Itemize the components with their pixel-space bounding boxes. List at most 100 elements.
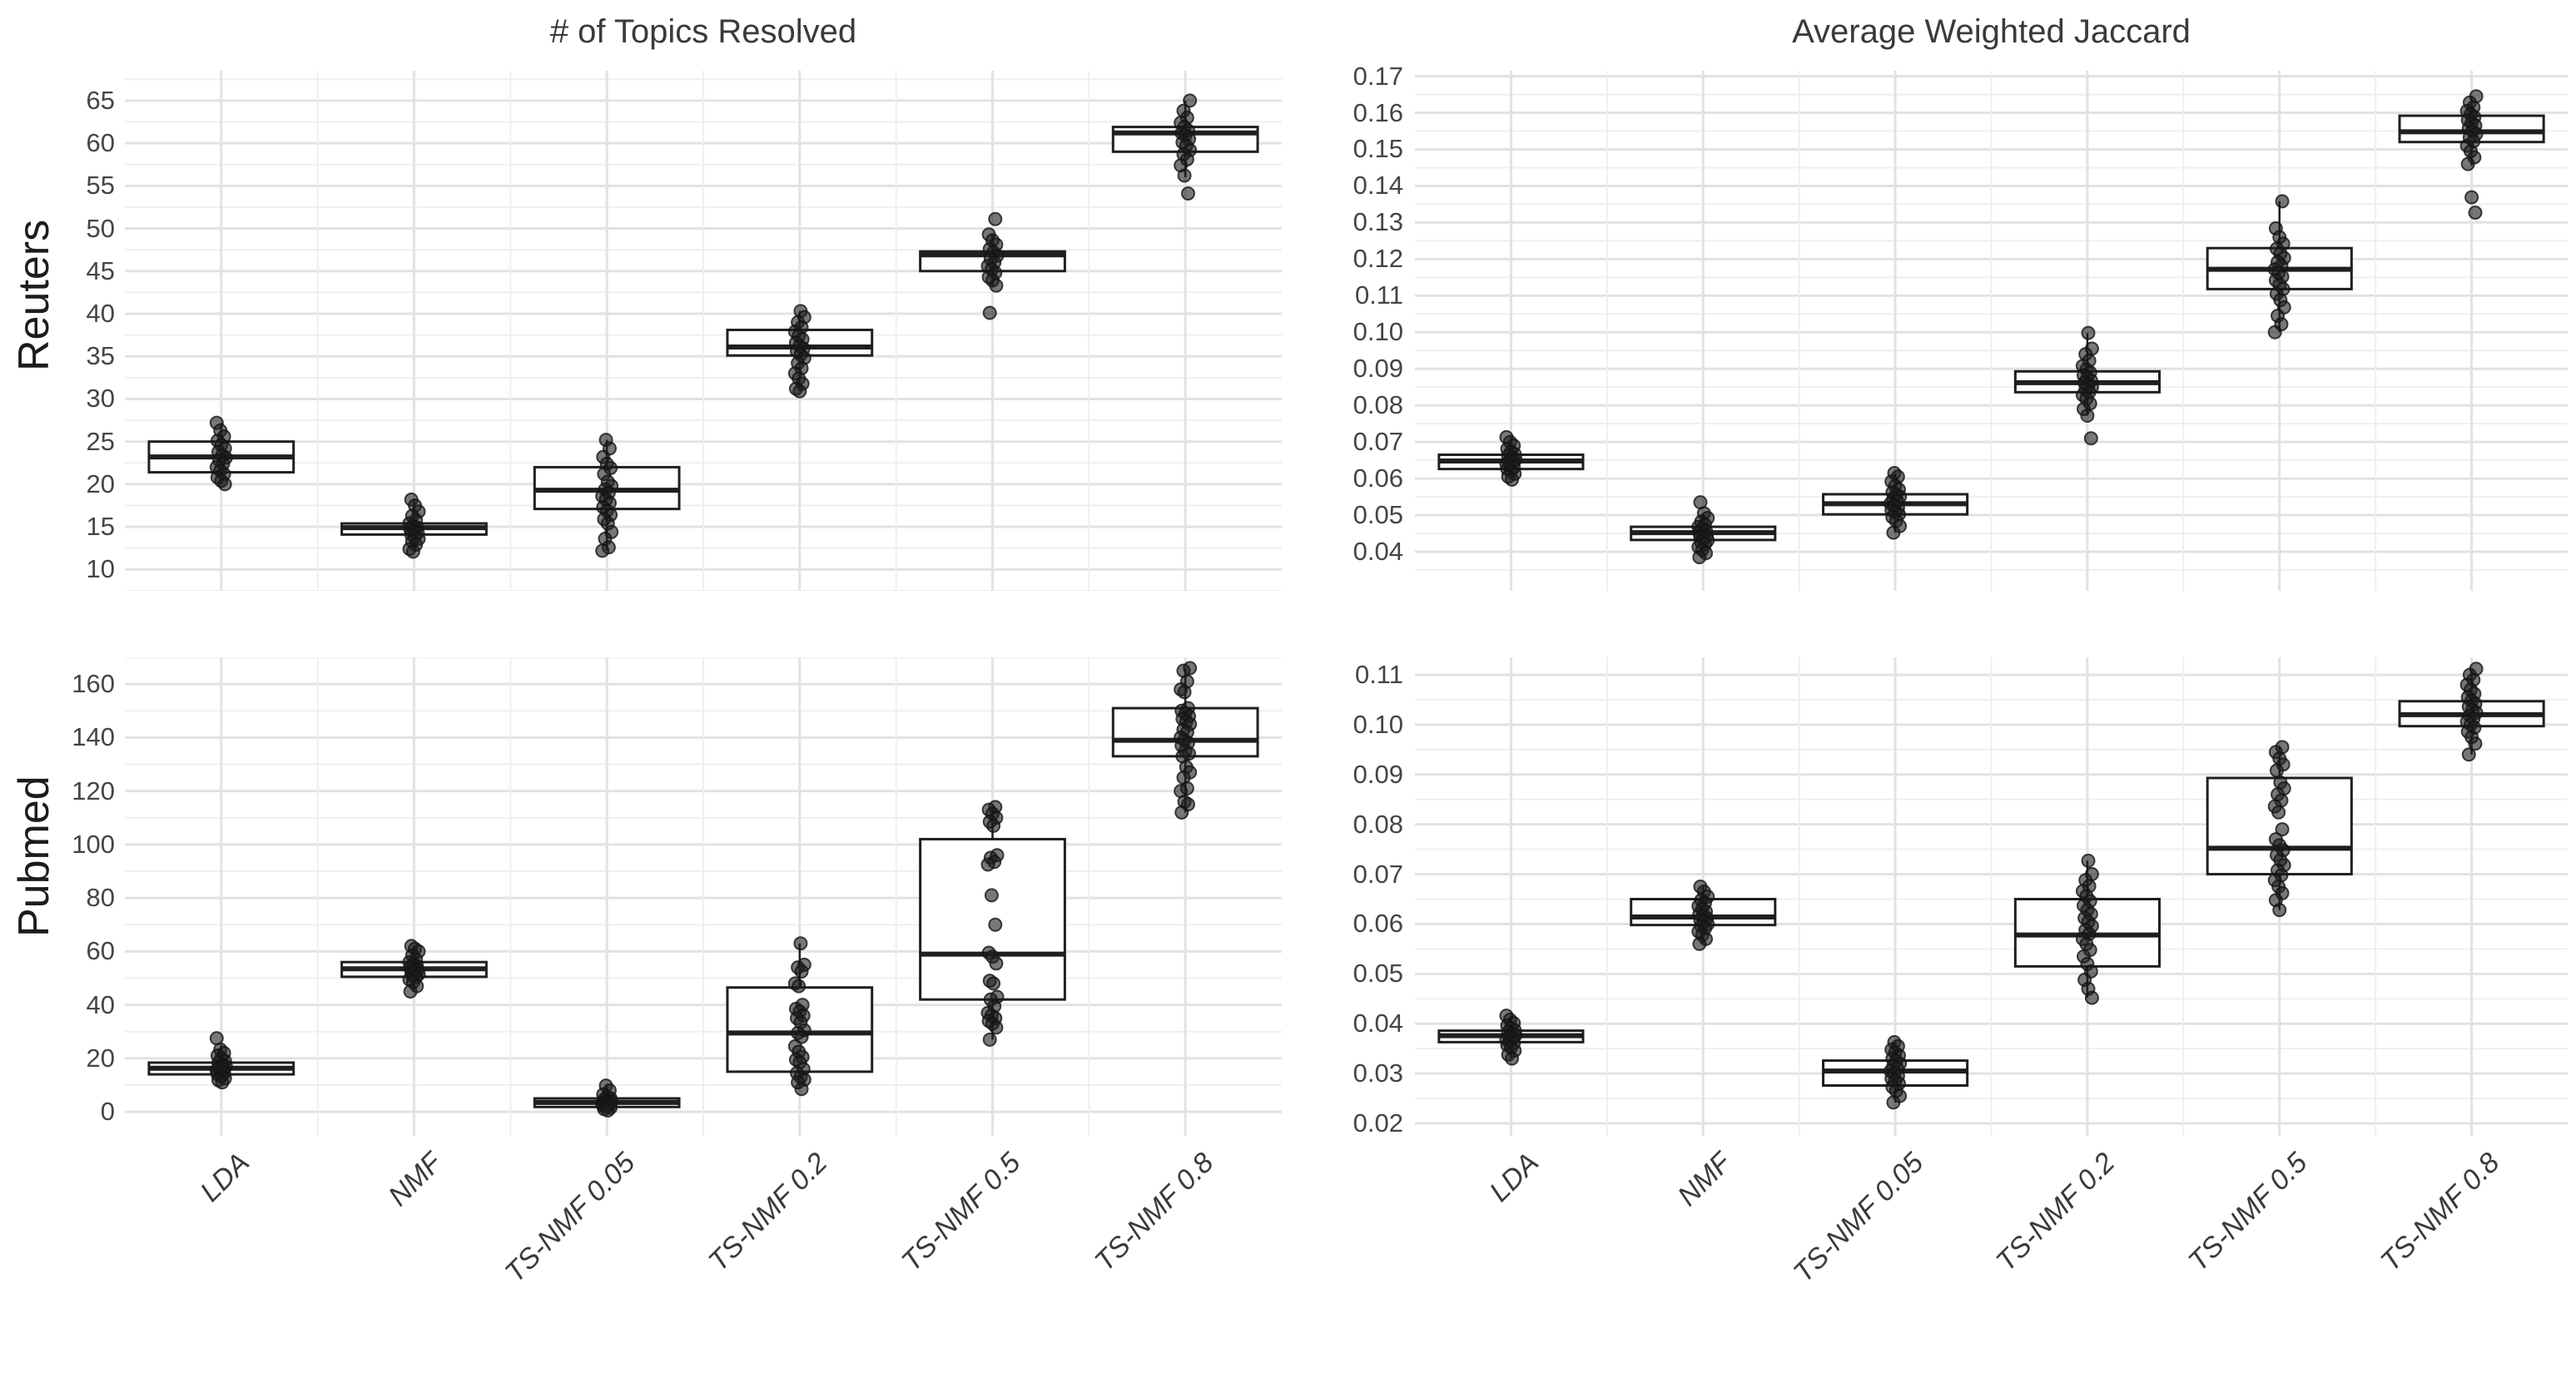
data-point — [2468, 206, 2483, 221]
y-tick-label: 0.10 — [1353, 317, 1403, 347]
panel-pubmed-of-topics-resolved — [125, 657, 1282, 1136]
data-point — [2080, 408, 2095, 423]
y-tick-label: 30 — [86, 384, 115, 414]
data-point — [1692, 550, 1707, 565]
x-tick-label: TS-NMF 0.2 — [702, 1147, 834, 1278]
data-point — [2083, 431, 2098, 446]
y-tick-label: 0.09 — [1353, 759, 1403, 789]
y-tick-label: 0.14 — [1353, 171, 1403, 201]
boxplot-nmf — [340, 492, 488, 559]
y-tick-label: 0 — [100, 1097, 115, 1127]
y-tick-label: 0.11 — [1354, 280, 1403, 310]
boxplot-ts-nmf-0.05 — [533, 433, 681, 558]
data-point — [2460, 156, 2475, 171]
boxplot-ts-nmf-0.2 — [726, 304, 874, 399]
data-point — [2084, 990, 2099, 1005]
boxplot-ts-nmf-0.2 — [726, 936, 874, 1097]
data-point — [2272, 903, 2287, 918]
panel-reuters-of-topics-resolved — [125, 71, 1282, 591]
boxplot-ts-nmf-0.8 — [2398, 89, 2545, 221]
x-tick-label: TS-NMF 0.05 — [499, 1147, 642, 1289]
column-title-topics: # of Topics Resolved — [549, 13, 857, 50]
y-tick-label: 0.04 — [1353, 1009, 1403, 1038]
y-tick-label: 35 — [86, 341, 115, 371]
y-tick-label: 10 — [86, 554, 115, 584]
data-point — [989, 278, 1004, 293]
data-point — [405, 544, 420, 559]
data-point — [982, 305, 997, 320]
data-point — [792, 384, 807, 399]
y-tick-label: 80 — [86, 883, 115, 913]
data-point — [986, 976, 1001, 991]
y-tick-label: 25 — [86, 426, 115, 456]
y-tick-label: 20 — [86, 1043, 115, 1073]
y-tick-label: 0.11 — [1354, 659, 1403, 689]
y-tick-label: 0.16 — [1353, 97, 1403, 127]
boxplot-ts-nmf-0.05 — [1822, 465, 1969, 540]
y-tick-label: 0.07 — [1353, 427, 1403, 457]
y-tick-label: 0.02 — [1353, 1108, 1403, 1138]
y-tick-label: 40 — [86, 299, 115, 328]
x-tick-label: TS-NMF 0.5 — [896, 1147, 1027, 1278]
column-title-jaccard: Average Weighted Jaccard — [1792, 13, 2191, 50]
boxplot-ts-nmf-0.05 — [533, 1078, 681, 1118]
data-point — [1505, 472, 1520, 487]
y-tick-label: 0.08 — [1353, 390, 1403, 420]
data-point — [600, 1103, 615, 1118]
data-point — [1505, 1051, 1520, 1066]
data-point — [984, 888, 999, 903]
boxplot-nmf — [1630, 880, 1777, 951]
y-tick-label: 65 — [86, 85, 115, 115]
y-tick-label: 50 — [86, 213, 115, 243]
data-point — [1177, 168, 1192, 183]
y-tick-label: 0.13 — [1353, 207, 1403, 237]
x-tick-label: LDA — [194, 1147, 256, 1208]
data-point — [980, 857, 995, 872]
data-point — [2275, 822, 2290, 837]
boxplot-nmf — [340, 939, 488, 999]
boxplot-ts-nmf-0.2 — [2013, 853, 2161, 1005]
y-tick-label: 0.07 — [1353, 859, 1403, 889]
data-point — [988, 917, 1003, 932]
data-point — [1177, 685, 1192, 700]
boxplot-lda — [147, 415, 295, 492]
boxplot-ts-nmf-0.05 — [1822, 1034, 1969, 1110]
data-point — [794, 964, 809, 979]
data-point — [793, 936, 808, 951]
boxplot-lda — [1437, 1009, 1585, 1066]
y-tick-label: 40 — [86, 989, 115, 1019]
y-tick-label: 45 — [86, 255, 115, 285]
data-point — [2461, 747, 2476, 762]
boxplot-lda — [147, 1031, 295, 1090]
panel-pubmed-average-weighted-jaccard — [1415, 657, 2568, 1136]
y-tick-label: 0.09 — [1353, 354, 1403, 384]
y-tick-label: 0.04 — [1353, 536, 1403, 566]
data-point — [982, 1032, 997, 1047]
y-tick-label: 60 — [86, 936, 115, 966]
x-tick-label: NMF — [382, 1147, 449, 1212]
data-point — [403, 984, 418, 999]
data-point — [2464, 190, 2479, 205]
boxplot-ts-nmf-0.8 — [2398, 662, 2545, 762]
panel-reuters-average-weighted-jaccard — [1415, 71, 2568, 591]
x-tick-label: TS-NMF 0.8 — [1088, 1147, 1220, 1278]
y-tick-label: 0.17 — [1353, 61, 1403, 91]
data-point — [1692, 936, 1707, 951]
boxplot-ts-nmf-0.5 — [2206, 194, 2353, 340]
y-tick-label: 20 — [86, 468, 115, 498]
data-point — [2275, 194, 2290, 209]
y-tick-label: 60 — [86, 128, 115, 158]
boxplot-ts-nmf-0.5 — [2206, 740, 2353, 918]
data-point — [2081, 325, 2096, 340]
y-tick-label: 0.05 — [1353, 500, 1403, 530]
y-tick-label: 55 — [86, 171, 115, 201]
boxplot-ts-nmf-0.8 — [1111, 93, 1259, 201]
x-tick-label: TS-NMF 0.5 — [2182, 1147, 2314, 1278]
y-tick-label: 0.12 — [1353, 244, 1403, 274]
data-point — [217, 477, 232, 492]
data-point — [1183, 93, 1198, 108]
data-point — [989, 956, 1004, 971]
y-tick-label: 0.08 — [1353, 809, 1403, 839]
y-tick-label: 100 — [72, 829, 115, 859]
y-tick-label: 0.03 — [1353, 1058, 1403, 1088]
